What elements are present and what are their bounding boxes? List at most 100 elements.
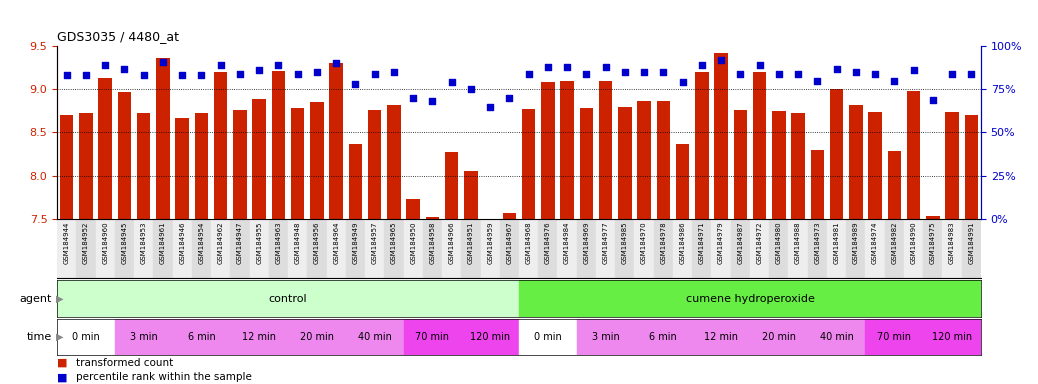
Text: GSM184969: GSM184969 (583, 222, 590, 265)
Bar (288, 319, 346, 355)
Text: GSM184960: GSM184960 (102, 222, 108, 265)
Bar (79, 113, 92, 219)
Bar (387, 105, 401, 219)
Point (713, 57, 730, 63)
Bar (156, 58, 169, 219)
Bar (327, 219, 346, 278)
Bar (252, 99, 266, 219)
Bar (811, 150, 824, 219)
Bar (539, 219, 557, 278)
Text: GSM184972: GSM184972 (757, 222, 763, 264)
Bar (731, 219, 749, 278)
Bar (115, 319, 172, 355)
Bar (577, 219, 596, 278)
Bar (346, 219, 365, 278)
Text: GSM184988: GSM184988 (795, 222, 801, 265)
Bar (461, 219, 481, 278)
Text: GSM184947: GSM184947 (237, 222, 243, 264)
Bar (714, 53, 728, 219)
Text: GSM184987: GSM184987 (737, 222, 743, 265)
Bar (522, 109, 536, 219)
Text: ▶: ▶ (56, 293, 63, 304)
Bar (519, 319, 577, 355)
Point (790, 71, 807, 77)
Point (405, 95, 421, 101)
Bar (753, 72, 766, 219)
Bar (561, 81, 574, 219)
Text: 20 min: 20 min (762, 332, 796, 342)
Bar (481, 219, 499, 278)
Bar (310, 102, 324, 219)
Bar (695, 72, 709, 219)
Bar (57, 319, 115, 355)
Bar (60, 115, 74, 219)
Point (328, 60, 345, 66)
Text: GSM184962: GSM184962 (218, 222, 223, 264)
Point (578, 71, 595, 77)
Bar (426, 217, 439, 219)
Bar (827, 219, 846, 278)
Bar (249, 219, 269, 278)
Text: GSM184986: GSM184986 (680, 222, 685, 265)
Bar (77, 219, 95, 278)
Text: GSM184952: GSM184952 (83, 222, 89, 264)
Bar (599, 81, 612, 219)
Bar (230, 319, 288, 355)
Bar (57, 280, 519, 317)
Bar (175, 118, 189, 219)
Bar (499, 219, 519, 278)
Bar (808, 219, 827, 278)
Bar (711, 219, 731, 278)
Bar (211, 219, 230, 278)
Text: ▶: ▶ (56, 332, 63, 342)
Bar (887, 152, 901, 219)
Bar (961, 219, 981, 278)
Bar (422, 219, 442, 278)
Point (463, 86, 480, 92)
Text: 40 min: 40 min (820, 332, 853, 342)
Bar (907, 91, 921, 219)
Text: 20 min: 20 min (300, 332, 334, 342)
Point (482, 103, 498, 109)
Text: GSM184990: GSM184990 (910, 222, 917, 265)
Bar (541, 82, 554, 219)
Bar (829, 89, 843, 219)
Bar (272, 71, 285, 219)
Bar (943, 219, 961, 278)
Bar (673, 219, 692, 278)
Bar (404, 219, 422, 278)
Text: GSM184946: GSM184946 (180, 222, 185, 264)
Text: GSM184991: GSM184991 (968, 222, 975, 265)
Point (752, 62, 768, 68)
Bar (749, 319, 808, 355)
Bar (923, 319, 981, 355)
Point (770, 71, 787, 77)
Bar (269, 219, 288, 278)
Text: 120 min: 120 min (932, 332, 973, 342)
Text: GSM184984: GSM184984 (564, 222, 570, 264)
Text: GSM184970: GSM184970 (641, 222, 647, 265)
Text: GSM184978: GSM184978 (660, 222, 666, 265)
Bar (464, 171, 477, 219)
Bar (95, 219, 115, 278)
Bar (99, 78, 112, 219)
Text: GSM184973: GSM184973 (815, 222, 820, 265)
Point (693, 62, 710, 68)
Point (193, 72, 210, 78)
Bar (946, 112, 959, 219)
Text: control: control (269, 293, 307, 304)
Bar (866, 319, 923, 355)
Point (828, 65, 845, 71)
Bar (519, 280, 981, 317)
Bar (442, 219, 461, 278)
Point (905, 67, 922, 73)
Bar (365, 219, 384, 278)
Point (135, 72, 152, 78)
Text: GSM184977: GSM184977 (603, 222, 608, 265)
Bar (407, 199, 420, 219)
Text: GSM184948: GSM184948 (295, 222, 301, 264)
Text: GSM184980: GSM184980 (775, 222, 782, 265)
Text: GSM184966: GSM184966 (448, 222, 455, 265)
Text: GSM184956: GSM184956 (313, 222, 320, 264)
Bar (502, 213, 516, 219)
